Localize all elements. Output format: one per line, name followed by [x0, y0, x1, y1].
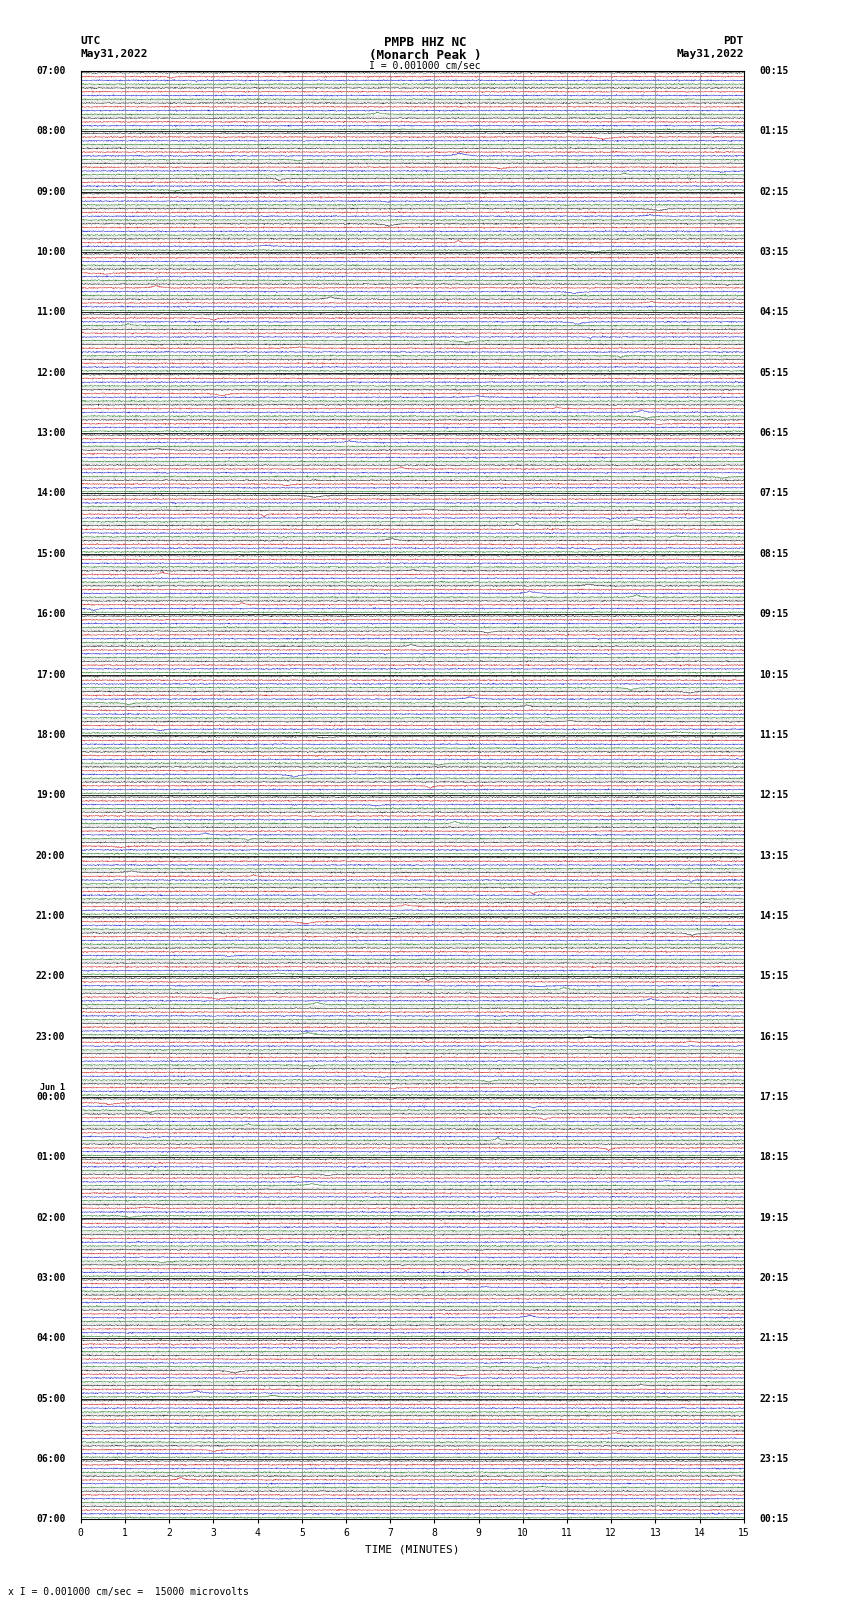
- Text: Jun 1: Jun 1: [40, 1082, 65, 1092]
- Text: 00:00: 00:00: [36, 1092, 65, 1102]
- Text: 17:15: 17:15: [759, 1092, 789, 1102]
- Text: 14:15: 14:15: [759, 911, 789, 921]
- Text: 07:00: 07:00: [36, 66, 65, 76]
- Text: 04:00: 04:00: [36, 1334, 65, 1344]
- Text: May31,2022: May31,2022: [81, 50, 148, 60]
- Text: 00:15: 00:15: [759, 66, 789, 76]
- Text: PDT: PDT: [723, 37, 744, 47]
- Text: 03:00: 03:00: [36, 1273, 65, 1282]
- Text: 17:00: 17:00: [36, 669, 65, 679]
- Text: May31,2022: May31,2022: [677, 50, 744, 60]
- Text: 11:00: 11:00: [36, 308, 65, 318]
- Text: 18:15: 18:15: [759, 1152, 789, 1163]
- Text: 10:00: 10:00: [36, 247, 65, 256]
- Text: 14:00: 14:00: [36, 489, 65, 498]
- Text: 06:15: 06:15: [759, 427, 789, 439]
- Text: 23:00: 23:00: [36, 1032, 65, 1042]
- Text: 15:15: 15:15: [759, 971, 789, 981]
- Text: 04:15: 04:15: [759, 308, 789, 318]
- Text: 11:15: 11:15: [759, 729, 789, 740]
- Text: 10:15: 10:15: [759, 669, 789, 679]
- Text: I = 0.001000 cm/sec: I = 0.001000 cm/sec: [369, 61, 481, 71]
- Text: 08:00: 08:00: [36, 126, 65, 137]
- Text: 13:15: 13:15: [759, 850, 789, 861]
- Text: 07:00: 07:00: [36, 1515, 65, 1524]
- X-axis label: TIME (MINUTES): TIME (MINUTES): [365, 1544, 460, 1553]
- Text: 16:00: 16:00: [36, 610, 65, 619]
- Text: 19:15: 19:15: [759, 1213, 789, 1223]
- Text: x I = 0.001000 cm/sec =  15000 microvolts: x I = 0.001000 cm/sec = 15000 microvolts: [8, 1587, 249, 1597]
- Text: 12:00: 12:00: [36, 368, 65, 377]
- Text: 03:15: 03:15: [759, 247, 789, 256]
- Text: 01:00: 01:00: [36, 1152, 65, 1163]
- Text: 20:00: 20:00: [36, 850, 65, 861]
- Text: 21:00: 21:00: [36, 911, 65, 921]
- Text: 06:00: 06:00: [36, 1453, 65, 1465]
- Text: 05:00: 05:00: [36, 1394, 65, 1403]
- Text: 09:15: 09:15: [759, 610, 789, 619]
- Text: 20:15: 20:15: [759, 1273, 789, 1282]
- Text: 16:15: 16:15: [759, 1032, 789, 1042]
- Text: 02:00: 02:00: [36, 1213, 65, 1223]
- Text: 05:15: 05:15: [759, 368, 789, 377]
- Text: PMPB HHZ NC: PMPB HHZ NC: [383, 37, 467, 50]
- Text: 22:15: 22:15: [759, 1394, 789, 1403]
- Text: 08:15: 08:15: [759, 548, 789, 558]
- Text: 18:00: 18:00: [36, 729, 65, 740]
- Text: 09:00: 09:00: [36, 187, 65, 197]
- Text: 15:00: 15:00: [36, 548, 65, 558]
- Text: UTC: UTC: [81, 37, 101, 47]
- Text: 12:15: 12:15: [759, 790, 789, 800]
- Text: 01:15: 01:15: [759, 126, 789, 137]
- Text: 19:00: 19:00: [36, 790, 65, 800]
- Text: 00:15: 00:15: [759, 1515, 789, 1524]
- Text: 21:15: 21:15: [759, 1334, 789, 1344]
- Text: 07:15: 07:15: [759, 489, 789, 498]
- Text: 02:15: 02:15: [759, 187, 789, 197]
- Text: 13:00: 13:00: [36, 427, 65, 439]
- Text: 23:15: 23:15: [759, 1453, 789, 1465]
- Text: 22:00: 22:00: [36, 971, 65, 981]
- Text: (Monarch Peak ): (Monarch Peak ): [369, 50, 481, 63]
